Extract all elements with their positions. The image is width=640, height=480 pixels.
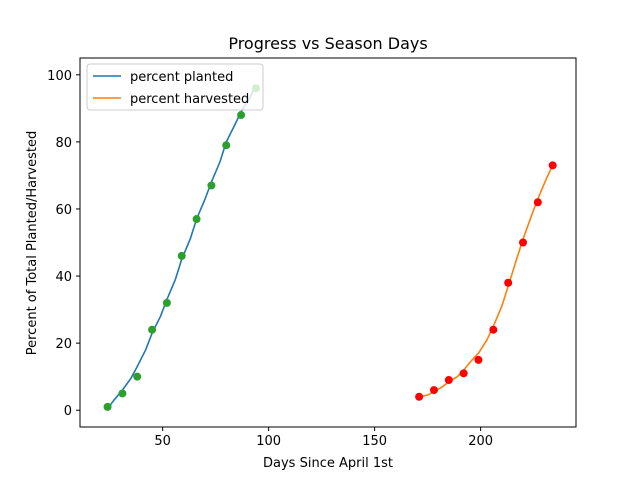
data-point — [533, 198, 542, 207]
data-point — [519, 238, 528, 247]
data-point — [474, 355, 483, 364]
x-axis-label: Days Since April 1st — [263, 456, 393, 471]
y-tick-label: 100 — [47, 69, 72, 84]
data-point — [207, 181, 216, 190]
x-tick-label: 50 — [154, 434, 171, 449]
series-line — [106, 84, 257, 410]
data-point — [133, 372, 142, 381]
legend-label: percent planted — [130, 70, 233, 85]
legend-label: percent harvested — [130, 92, 249, 107]
data-point — [192, 215, 201, 224]
legend: percent planted percent harvested — [86, 63, 264, 111]
data-point — [489, 325, 498, 334]
data-point — [415, 392, 424, 401]
y-tick-label: 60 — [55, 203, 72, 218]
data-point — [103, 402, 112, 411]
series-line — [418, 164, 554, 398]
legend-box — [86, 63, 264, 111]
y-tick-label: 80 — [55, 136, 72, 151]
data-point — [429, 386, 438, 395]
x-tick-label: 100 — [256, 434, 281, 449]
y-tick-label: 0 — [64, 404, 72, 419]
axes-frame — [79, 57, 577, 428]
data-point — [118, 389, 127, 398]
y-tick-label: 20 — [55, 337, 72, 352]
x-tick-label: 200 — [468, 434, 493, 449]
data-point — [177, 251, 186, 260]
data-point — [504, 278, 513, 287]
data-point — [162, 298, 171, 307]
data-point — [237, 111, 246, 120]
y-axis-label: Percent of Total Planted/Harvested — [25, 131, 40, 356]
y-tick-label: 40 — [55, 270, 72, 285]
y-axis: 0 20 40 60 80 100 — [47, 69, 80, 419]
data-point — [148, 325, 157, 334]
plot-area — [103, 84, 557, 411]
data-point — [222, 141, 231, 150]
chart-title: Progress vs Season Days — [228, 34, 427, 53]
data-point — [548, 161, 557, 170]
data-point — [459, 369, 468, 378]
x-axis: 50 100 150 200 — [154, 427, 493, 449]
data-point — [444, 376, 453, 385]
x-tick-label: 150 — [362, 434, 387, 449]
